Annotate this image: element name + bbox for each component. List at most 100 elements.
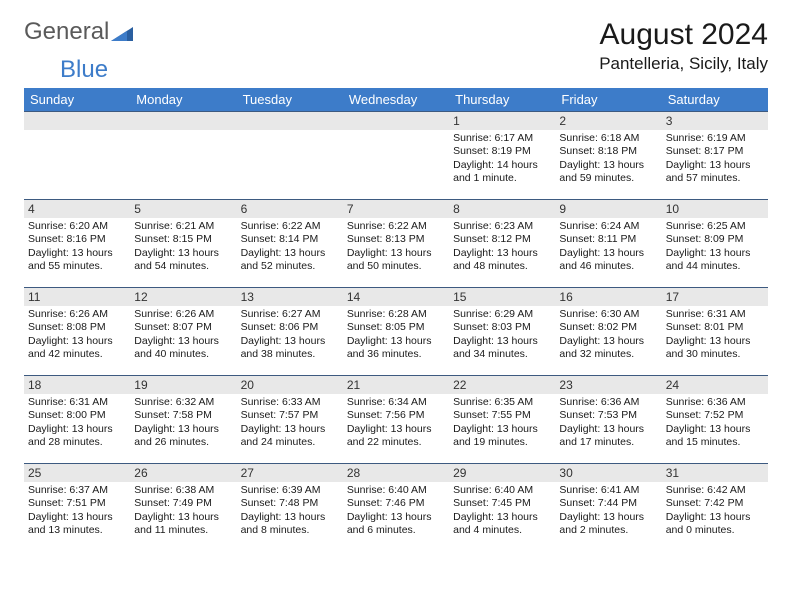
weekday-header: Monday <box>130 88 236 112</box>
day-number: 4 <box>24 200 130 218</box>
calendar-day-cell: 17Sunrise: 6:31 AMSunset: 8:01 PMDayligh… <box>662 288 768 376</box>
logo-word-2: Blue <box>60 56 108 83</box>
day-info-line: and 11 minutes. <box>134 524 232 537</box>
day-info-line: Sunset: 8:03 PM <box>453 321 551 334</box>
calendar-week-row: 1Sunrise: 6:17 AMSunset: 8:19 PMDaylight… <box>24 112 768 200</box>
day-body: Sunrise: 6:26 AMSunset: 8:07 PMDaylight:… <box>130 306 236 364</box>
day-info-line: and 38 minutes. <box>241 348 339 361</box>
day-info-line: Sunrise: 6:35 AM <box>453 396 551 409</box>
day-info-line: Daylight: 13 hours <box>559 159 657 172</box>
weekday-header: Saturday <box>662 88 768 112</box>
day-number: 20 <box>237 376 343 394</box>
day-body <box>343 130 449 134</box>
day-info-line: Sunrise: 6:40 AM <box>347 484 445 497</box>
day-info-line: and 26 minutes. <box>134 436 232 449</box>
day-info-line: Daylight: 13 hours <box>559 335 657 348</box>
day-info-line: Sunset: 8:05 PM <box>347 321 445 334</box>
day-number: 11 <box>24 288 130 306</box>
day-info-line: Sunset: 8:19 PM <box>453 145 551 158</box>
weekday-header: Wednesday <box>343 88 449 112</box>
day-info-line: Daylight: 13 hours <box>666 335 764 348</box>
day-number: 8 <box>449 200 555 218</box>
calendar-table: SundayMondayTuesdayWednesdayThursdayFrid… <box>24 88 768 552</box>
day-info-line: and 50 minutes. <box>347 260 445 273</box>
day-body: Sunrise: 6:26 AMSunset: 8:08 PMDaylight:… <box>24 306 130 364</box>
day-info-line: and 22 minutes. <box>347 436 445 449</box>
day-body: Sunrise: 6:34 AMSunset: 7:56 PMDaylight:… <box>343 394 449 452</box>
day-body: Sunrise: 6:42 AMSunset: 7:42 PMDaylight:… <box>662 482 768 540</box>
day-info-line: and 15 minutes. <box>666 436 764 449</box>
calendar-day-cell: 11Sunrise: 6:26 AMSunset: 8:08 PMDayligh… <box>24 288 130 376</box>
day-info-line: Sunset: 7:44 PM <box>559 497 657 510</box>
weekday-header: Friday <box>555 88 661 112</box>
day-body: Sunrise: 6:41 AMSunset: 7:44 PMDaylight:… <box>555 482 661 540</box>
day-body: Sunrise: 6:30 AMSunset: 8:02 PMDaylight:… <box>555 306 661 364</box>
day-info-line: Sunset: 7:48 PM <box>241 497 339 510</box>
calendar-day-cell: 16Sunrise: 6:30 AMSunset: 8:02 PMDayligh… <box>555 288 661 376</box>
day-info-line: and 0 minutes. <box>666 524 764 537</box>
calendar-day-cell: 7Sunrise: 6:22 AMSunset: 8:13 PMDaylight… <box>343 200 449 288</box>
logo: General <box>24 18 133 46</box>
day-info-line: Sunset: 7:51 PM <box>28 497 126 510</box>
logo-triangle-icon <box>111 23 133 41</box>
day-body: Sunrise: 6:29 AMSunset: 8:03 PMDaylight:… <box>449 306 555 364</box>
day-info-line: Sunrise: 6:31 AM <box>28 396 126 409</box>
day-info-line: Daylight: 13 hours <box>28 511 126 524</box>
day-number: 14 <box>343 288 449 306</box>
day-body: Sunrise: 6:37 AMSunset: 7:51 PMDaylight:… <box>24 482 130 540</box>
day-info-line: Daylight: 13 hours <box>347 247 445 260</box>
day-info-line: Sunset: 8:06 PM <box>241 321 339 334</box>
calendar-day-cell: 25Sunrise: 6:37 AMSunset: 7:51 PMDayligh… <box>24 464 130 552</box>
day-info-line: and 54 minutes. <box>134 260 232 273</box>
day-info-line: Sunrise: 6:24 AM <box>559 220 657 233</box>
day-body: Sunrise: 6:22 AMSunset: 8:14 PMDaylight:… <box>237 218 343 276</box>
calendar-day-cell: 8Sunrise: 6:23 AMSunset: 8:12 PMDaylight… <box>449 200 555 288</box>
day-body: Sunrise: 6:28 AMSunset: 8:05 PMDaylight:… <box>343 306 449 364</box>
calendar-day-cell: 3Sunrise: 6:19 AMSunset: 8:17 PMDaylight… <box>662 112 768 200</box>
day-info-line: Sunrise: 6:26 AM <box>28 308 126 321</box>
day-info-line: and 32 minutes. <box>559 348 657 361</box>
day-body: Sunrise: 6:36 AMSunset: 7:52 PMDaylight:… <box>662 394 768 452</box>
day-body: Sunrise: 6:40 AMSunset: 7:46 PMDaylight:… <box>343 482 449 540</box>
day-info-line: and 19 minutes. <box>453 436 551 449</box>
day-info-line: Daylight: 13 hours <box>347 511 445 524</box>
day-number: 1 <box>449 112 555 130</box>
day-info-line: Sunset: 8:01 PM <box>666 321 764 334</box>
day-info-line: Sunrise: 6:20 AM <box>28 220 126 233</box>
calendar-day-cell: 19Sunrise: 6:32 AMSunset: 7:58 PMDayligh… <box>130 376 236 464</box>
day-number: 3 <box>662 112 768 130</box>
month-title: August 2024 <box>599 18 768 52</box>
day-number: 16 <box>555 288 661 306</box>
calendar-day-cell: 12Sunrise: 6:26 AMSunset: 8:07 PMDayligh… <box>130 288 236 376</box>
calendar-day-cell <box>24 112 130 200</box>
calendar-day-cell: 21Sunrise: 6:34 AMSunset: 7:56 PMDayligh… <box>343 376 449 464</box>
day-number: 28 <box>343 464 449 482</box>
day-info-line: Daylight: 13 hours <box>666 247 764 260</box>
calendar-day-cell: 18Sunrise: 6:31 AMSunset: 8:00 PMDayligh… <box>24 376 130 464</box>
calendar-day-cell: 13Sunrise: 6:27 AMSunset: 8:06 PMDayligh… <box>237 288 343 376</box>
day-info-line: and 44 minutes. <box>666 260 764 273</box>
day-info-line: Sunset: 8:17 PM <box>666 145 764 158</box>
day-body <box>237 130 343 134</box>
day-info-line: and 52 minutes. <box>241 260 339 273</box>
day-info-line: and 8 minutes. <box>241 524 339 537</box>
day-info-line: Sunrise: 6:36 AM <box>559 396 657 409</box>
day-info-line: Daylight: 13 hours <box>453 423 551 436</box>
day-info-line: Daylight: 13 hours <box>559 423 657 436</box>
day-info-line: Daylight: 13 hours <box>666 511 764 524</box>
calendar-day-cell <box>237 112 343 200</box>
day-number: 17 <box>662 288 768 306</box>
day-info-line: Daylight: 13 hours <box>559 511 657 524</box>
calendar-day-cell: 4Sunrise: 6:20 AMSunset: 8:16 PMDaylight… <box>24 200 130 288</box>
calendar-day-cell: 26Sunrise: 6:38 AMSunset: 7:49 PMDayligh… <box>130 464 236 552</box>
day-info-line: and 42 minutes. <box>28 348 126 361</box>
day-info-line: Sunrise: 6:34 AM <box>347 396 445 409</box>
day-info-line: and 46 minutes. <box>559 260 657 273</box>
day-info-line: Sunrise: 6:22 AM <box>347 220 445 233</box>
day-info-line: and 34 minutes. <box>453 348 551 361</box>
day-body: Sunrise: 6:18 AMSunset: 8:18 PMDaylight:… <box>555 130 661 188</box>
day-info-line: Daylight: 13 hours <box>28 423 126 436</box>
calendar-week-row: 18Sunrise: 6:31 AMSunset: 8:00 PMDayligh… <box>24 376 768 464</box>
day-number: 7 <box>343 200 449 218</box>
day-number: 24 <box>662 376 768 394</box>
